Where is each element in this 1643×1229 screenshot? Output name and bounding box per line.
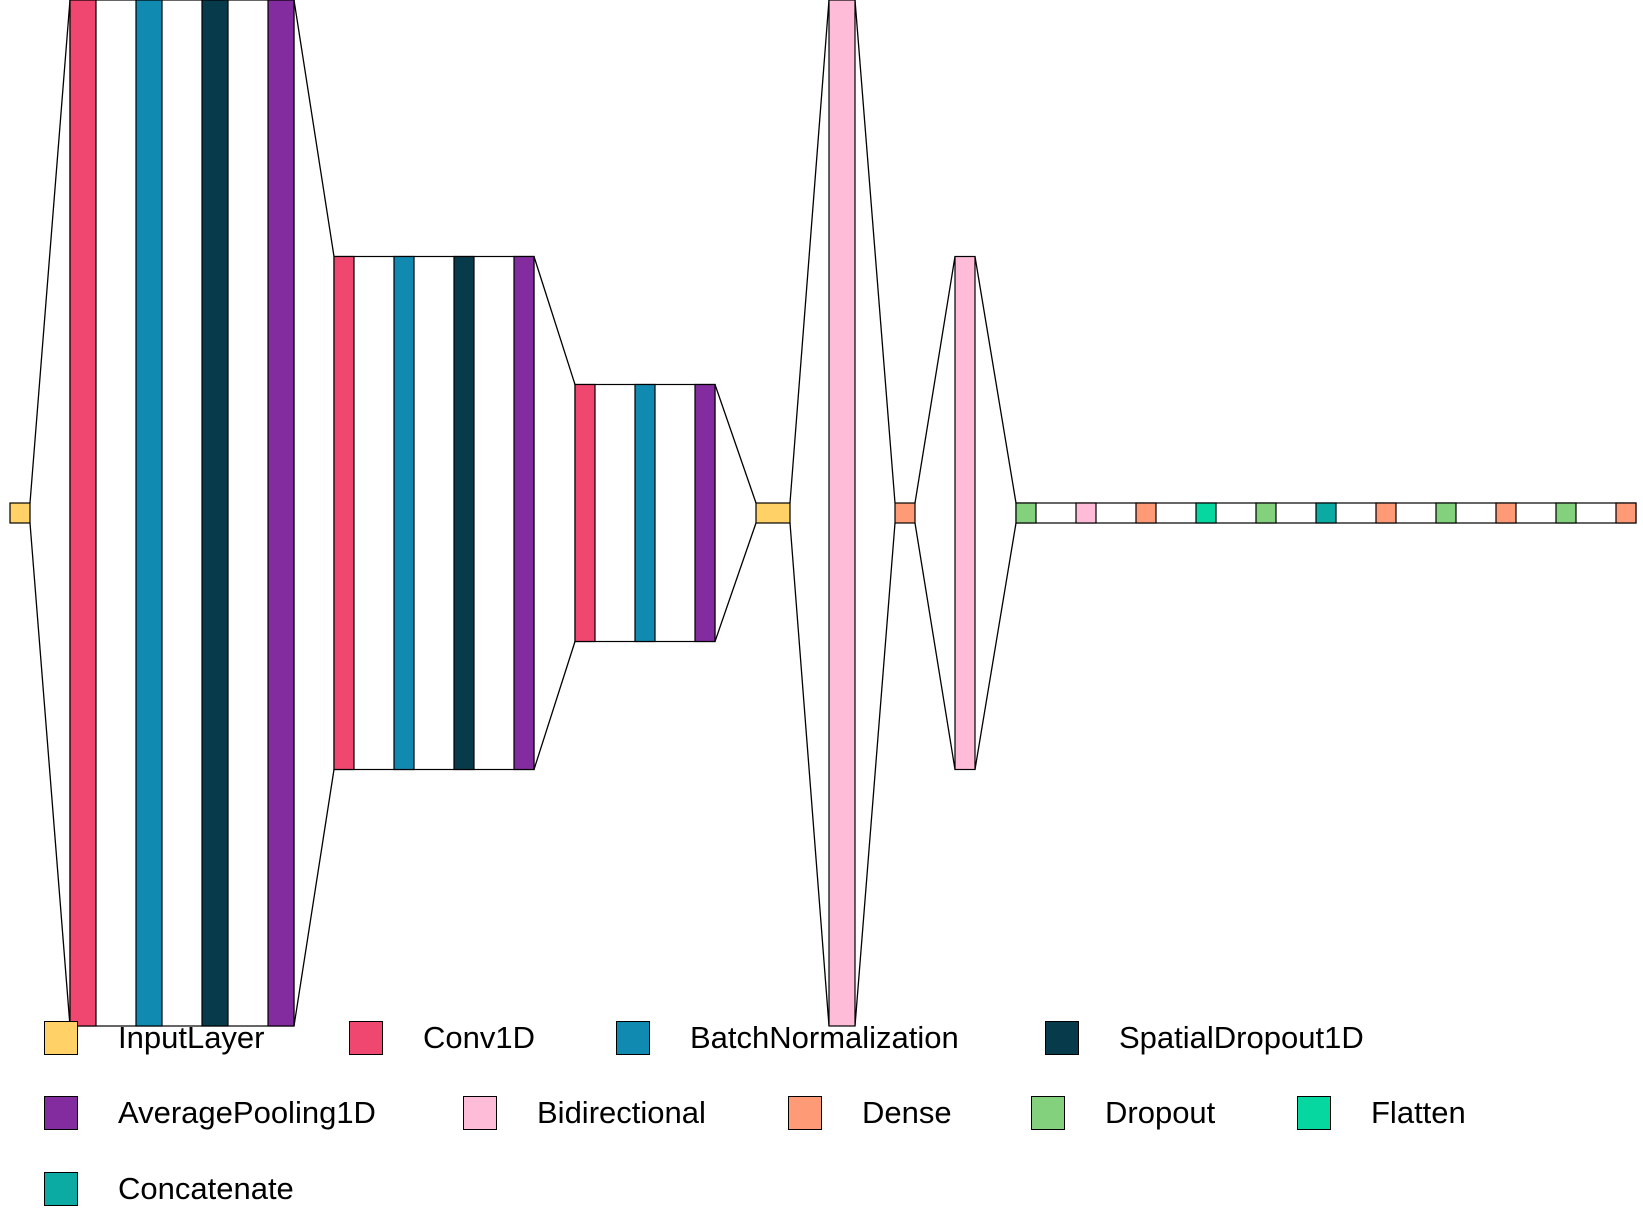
layer-pool (267, 0, 295, 1027)
layer-flatten (1195, 502, 1217, 524)
layer-sdrop (201, 0, 229, 1027)
connector-top (854, 0, 896, 504)
layer-bidir (828, 0, 856, 1027)
layer-dropout (1015, 502, 1037, 524)
block-1 (9, 502, 31, 524)
connector-bottom (914, 522, 956, 770)
block-5 (755, 502, 791, 524)
connector-bottom (29, 522, 71, 1027)
layer-blocks (9, 0, 1637, 1027)
connector-bottom (714, 522, 757, 642)
layer-conv (333, 255, 355, 771)
connector-bottom (789, 522, 830, 1027)
layer-input (9, 502, 31, 524)
block-6 (828, 0, 856, 1027)
block-3 (333, 255, 535, 771)
layer-dense (1375, 502, 1397, 524)
connector-bottom (854, 522, 896, 1027)
layer-bidir (954, 255, 976, 771)
layer-dense (1615, 502, 1637, 524)
connector-top (714, 384, 757, 504)
connector-lines (29, 0, 1017, 1027)
layer-dense (894, 502, 916, 524)
connector-top (29, 0, 71, 504)
connector-bottom (293, 769, 335, 1027)
connector-top (293, 0, 335, 257)
connector-bottom (974, 522, 1017, 770)
layer-bn (634, 383, 656, 643)
layer-dense (1135, 502, 1157, 524)
layer-input (755, 502, 791, 524)
layer-bn (135, 0, 163, 1027)
layer-pool (694, 383, 716, 643)
block-9 (1015, 502, 1637, 524)
layer-sdrop (453, 255, 475, 771)
block-frame (69, 0, 295, 1027)
connector-top (533, 256, 576, 385)
layer-bn (393, 255, 415, 771)
connector-top (914, 256, 956, 504)
layer-pool (513, 255, 535, 771)
block-2 (69, 0, 295, 1027)
block-7 (894, 502, 916, 524)
layer-dropout (1255, 502, 1277, 524)
block-4 (574, 383, 716, 643)
connector-top (974, 256, 1017, 504)
layer-conv (69, 0, 97, 1027)
layer-conv (574, 383, 596, 643)
connector-top (789, 0, 830, 504)
block-8 (954, 255, 976, 771)
connector-bottom (533, 641, 576, 770)
layer-dropout (1435, 502, 1457, 524)
layer-bidir (1075, 502, 1097, 524)
layer-concat (1315, 502, 1337, 524)
layer-dense (1495, 502, 1517, 524)
block-frame (333, 255, 535, 771)
layer-dropout (1555, 502, 1577, 524)
